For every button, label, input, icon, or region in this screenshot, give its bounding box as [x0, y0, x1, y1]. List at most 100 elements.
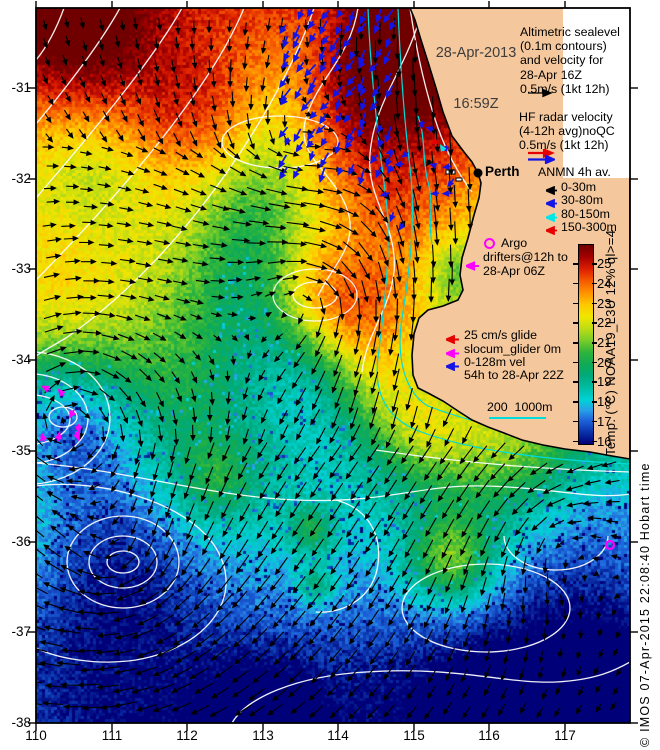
- velocity-arrow-icon: [595, 611, 602, 621]
- glider-label: 25 cm/s glide: [464, 328, 538, 342]
- hf-radar-arrow-icon: [308, 33, 317, 43]
- hf-radar-arrow-icon: [359, 10, 367, 25]
- velocity-arrow-icon: [427, 646, 437, 663]
- velocity-arrow-icon: [116, 314, 134, 321]
- colorbar-tick-left: [573, 381, 578, 383]
- velocity-arrow-icon: [43, 272, 61, 279]
- velocity-arrow-icon: [315, 370, 326, 392]
- velocity-arrow-icon: [615, 631, 622, 639]
- velocity-arrow-icon: [36, 548, 46, 557]
- velocity-arrow-icon: [77, 647, 102, 654]
- velocity-arrow-icon: [610, 533, 622, 540]
- hf-radar-arrow-icon: [360, 87, 367, 97]
- velocity-arrow-icon: [155, 131, 164, 145]
- velocity-arrow-icon: [242, 55, 248, 70]
- velocity-arrow-icon: [303, 19, 309, 32]
- velocity-arrow-icon: [566, 519, 582, 525]
- sealevel-contour: [401, 563, 571, 653]
- velocity-arrow-icon: [246, 186, 267, 195]
- velocity-arrow-icon: [443, 613, 452, 631]
- velocity-arrow-icon: [138, 295, 155, 302]
- velocity-arrow-icon: [167, 461, 174, 479]
- velocity-arrow-icon: [303, 225, 327, 233]
- colorbar-tick-label: 16: [597, 433, 612, 449]
- velocity-arrow-icon: [211, 204, 230, 211]
- velocity-arrow-icon: [402, 577, 413, 596]
- velocity-arrow-icon: [210, 72, 217, 88]
- velocity-arrow-icon: [44, 113, 52, 124]
- legend-arrow-glyph: [528, 154, 555, 164]
- glider-arrow-icon: [443, 334, 459, 345]
- hf-radar-arrow-icon: [294, 87, 302, 100]
- velocity-arrow-icon: [514, 517, 529, 536]
- velocity-arrow-icon: [152, 332, 167, 341]
- velocity-arrow-icon: [466, 167, 473, 191]
- velocity-arrow-icon: [373, 299, 379, 323]
- velocity-arrow-icon: [519, 702, 527, 714]
- hf-radar-arrow-icon: [377, 139, 385, 149]
- velocity-arrow-icon: [383, 664, 395, 680]
- hf-radar-arrow-icon: [418, 120, 426, 130]
- date-label: 28-Apr-2013: [435, 45, 517, 61]
- hf-radar-arrow-icon: [368, 62, 379, 73]
- velocity-arrow-icon: [154, 73, 160, 87]
- velocity-arrow-icon: [265, 18, 272, 32]
- velocity-arrow-icon: [587, 515, 602, 521]
- velocity-arrow-icon: [396, 224, 405, 248]
- velocity-arrow-icon: [43, 582, 65, 593]
- velocity-arrow-icon: [97, 293, 115, 300]
- velocity-arrow-icon: [135, 188, 150, 194]
- velocity-arrow-icon: [156, 221, 173, 227]
- colorbar-tick-right: [592, 322, 597, 324]
- velocity-arrow-icon: [503, 650, 509, 665]
- velocity-arrow-icon: [394, 96, 401, 120]
- velocity-arrow-icon: [272, 611, 288, 629]
- velocity-arrow-icon: [350, 481, 363, 501]
- velocity-arrow-icon: [601, 461, 617, 468]
- velocity-arrow-icon: [449, 262, 455, 286]
- velocity-arrow-icon: [280, 311, 288, 319]
- velocity-arrow-icon: [100, 74, 106, 87]
- velocity-arrow-icon: [456, 483, 470, 503]
- velocity-arrow-icon: [306, 262, 328, 271]
- velocity-arrow-icon: [274, 481, 287, 499]
- velocity-arrow-icon: [246, 148, 261, 161]
- hf-radar-arrow-icon: [356, 125, 365, 138]
- velocity-arrow-icon: [274, 351, 284, 363]
- drifter-arrow-icon: [54, 430, 62, 442]
- velocity-arrow-icon: [256, 575, 271, 593]
- velocity-arrow-icon: [76, 568, 99, 577]
- y-axis-tick-label: -35: [11, 443, 31, 458]
- velocity-arrow-icon: [292, 632, 307, 649]
- velocity-arrow-icon: [501, 537, 511, 559]
- velocity-arrow-icon: [370, 371, 379, 395]
- velocity-arrow-icon: [233, 632, 250, 648]
- velocity-arrow-icon: [287, 684, 303, 698]
- velocity-arrow-icon: [424, 629, 434, 646]
- velocity-arrow-icon: [489, 463, 506, 481]
- velocity-arrow-icon: [272, 688, 288, 702]
- velocity-arrow-icon: [156, 18, 163, 32]
- hf-radar-arrow-icon: [345, 86, 356, 98]
- velocity-arrow-icon: [385, 592, 396, 611]
- colorbar-tick-left: [573, 440, 578, 443]
- perth-dot: [473, 168, 483, 178]
- velocity-arrow-icon: [210, 278, 226, 284]
- velocity-arrow-icon: [342, 188, 361, 197]
- hf-radar-arrow-icon: [306, 8, 314, 18]
- velocity-arrow-icon: [401, 463, 415, 483]
- colorbar-tick-label: 25: [597, 256, 612, 272]
- velocity-arrow-icon: [366, 465, 380, 484]
- velocity-arrow-icon: [226, 38, 233, 53]
- velocity-arrow-icon: [152, 683, 174, 693]
- velocity-arrow-icon: [531, 516, 547, 532]
- velocity-arrow-icon: [342, 241, 362, 257]
- velocity-arrow-icon: [173, 428, 180, 446]
- velocity-arrow-icon: [473, 463, 488, 482]
- island: [455, 177, 463, 182]
- velocity-arrow-icon: [462, 613, 470, 631]
- velocity-arrow-icon: [242, 428, 249, 445]
- velocity-arrow-icon: [257, 539, 271, 559]
- velocity-arrow-icon: [257, 387, 265, 402]
- velocity-arrow-icon: [274, 557, 288, 576]
